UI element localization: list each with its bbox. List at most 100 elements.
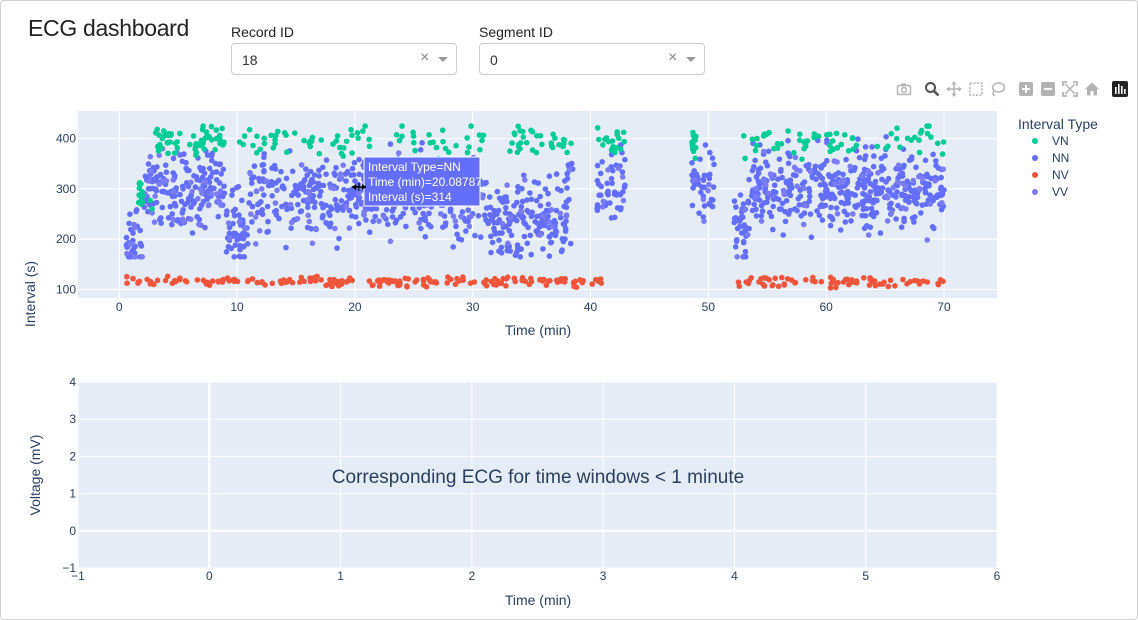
scatter-point xyxy=(460,274,466,280)
scatter-point xyxy=(301,278,307,285)
scatter-point xyxy=(711,161,717,168)
record-id-chevron-down-icon[interactable] xyxy=(438,57,448,62)
legend-item-vv[interactable]: VV xyxy=(1052,185,1068,199)
plotly-logo-icon[interactable] xyxy=(1112,81,1128,97)
segment-id-chevron-down-icon[interactable] xyxy=(686,57,696,62)
scatter-point xyxy=(520,128,526,135)
scatter-point xyxy=(346,225,353,231)
pan-icon[interactable] xyxy=(946,81,962,97)
scatter-point xyxy=(191,173,197,179)
autoscale-icon[interactable] xyxy=(1062,81,1078,97)
scatter-point xyxy=(496,195,503,201)
zoom-icon[interactable] xyxy=(924,81,940,97)
scatter-point xyxy=(859,212,865,219)
legend-item-nn[interactable]: NN xyxy=(1052,151,1069,165)
legend-marker xyxy=(1032,172,1038,178)
scatter-point xyxy=(249,276,256,282)
scatter-point xyxy=(389,214,396,220)
scatter-point xyxy=(890,184,896,191)
scatter-point xyxy=(546,219,553,225)
scatter-point xyxy=(911,277,918,284)
scatter-point xyxy=(251,163,258,169)
scatter-point xyxy=(145,208,151,215)
scatter-point xyxy=(835,170,842,176)
zoom-in-icon[interactable] xyxy=(1018,81,1034,97)
zoom-out-icon[interactable] xyxy=(1040,81,1056,97)
scatter-point xyxy=(349,277,356,284)
scatter-point xyxy=(272,200,279,206)
scatter-point xyxy=(924,279,931,285)
scatter-point xyxy=(855,136,861,142)
scatter-point xyxy=(316,167,322,174)
scatter-point xyxy=(154,164,160,170)
scatter-point xyxy=(507,214,514,221)
x-tick-label: 20 xyxy=(348,300,362,314)
scatter-point xyxy=(428,223,434,230)
scatter-point xyxy=(700,196,707,203)
scatter-point xyxy=(298,274,305,281)
scatter-point xyxy=(856,154,863,161)
scatter-point xyxy=(776,206,783,212)
scatter-point xyxy=(139,193,146,199)
scatter-point xyxy=(475,213,482,219)
scatter-point xyxy=(697,156,703,162)
scatter-point xyxy=(488,249,494,256)
scatter-point xyxy=(753,185,759,192)
scatter-point xyxy=(803,162,809,169)
camera-icon[interactable] xyxy=(896,81,912,97)
scatter-point xyxy=(316,193,323,199)
interval-scatter-chart[interactable]: 0 10 20 30 40 50 60 70 100 200 300 400 Time (min) I… xyxy=(0,100,1138,350)
y-tick-label: 400 xyxy=(56,132,76,146)
scatter-point xyxy=(733,237,740,243)
scatter-point xyxy=(540,246,546,252)
scatter-point xyxy=(875,170,881,176)
scatter-point xyxy=(305,196,311,203)
scatter-point xyxy=(521,219,527,226)
scatter-point xyxy=(203,281,210,287)
record-id-dropdown[interactable]: 18 × xyxy=(231,43,457,75)
scatter-point xyxy=(208,190,214,197)
scatter-point xyxy=(827,131,833,138)
box-select-icon[interactable] xyxy=(968,81,984,97)
scatter-point xyxy=(733,204,739,210)
scatter-point xyxy=(743,279,749,285)
scatter-point xyxy=(220,193,226,200)
scatter-point xyxy=(438,211,444,217)
scatter-point xyxy=(393,132,400,138)
legend-item-nv[interactable]: NV xyxy=(1052,168,1069,182)
scatter-point xyxy=(131,224,138,231)
record-id-clear-icon[interactable]: × xyxy=(420,49,430,66)
scatter-point xyxy=(283,175,290,182)
scatter-point xyxy=(142,173,149,179)
scatter-point xyxy=(447,206,454,212)
scatter-point xyxy=(276,215,282,222)
scatter-point xyxy=(467,280,474,286)
scatter-point xyxy=(621,184,628,190)
scatter-point xyxy=(902,192,908,199)
scatter-point xyxy=(620,129,627,136)
home-icon[interactable] xyxy=(1084,81,1100,97)
scatter-point xyxy=(223,249,230,255)
segment-id-clear-icon[interactable]: × xyxy=(668,49,678,66)
scatter-point xyxy=(229,187,236,193)
scatter-point xyxy=(198,137,205,144)
scatter-point xyxy=(366,229,373,235)
scatter-point xyxy=(226,224,233,231)
scatter-point xyxy=(192,144,199,150)
scatter-point xyxy=(253,241,259,247)
scatter-point xyxy=(456,278,463,284)
legend-item-vn[interactable]: VN xyxy=(1052,134,1069,148)
scatter-point xyxy=(521,172,527,178)
scatter-point xyxy=(202,179,209,185)
scatter-point xyxy=(611,214,618,221)
scatter-point xyxy=(507,248,514,254)
scatter-point xyxy=(170,216,176,223)
scatter-point xyxy=(484,218,490,224)
segment-id-dropdown[interactable]: 0 × xyxy=(479,43,705,75)
scatter-point xyxy=(917,279,923,285)
scatter-point xyxy=(312,199,318,206)
lasso-icon[interactable] xyxy=(990,81,1006,97)
scatter-point xyxy=(123,234,130,241)
top-scatter-points xyxy=(123,123,947,291)
ecg-voltage-chart[interactable]: −1 0 1 2 3 4 5 6 −1 0 1 2 3 4 Corresponding ECG for t… xyxy=(0,370,1138,615)
